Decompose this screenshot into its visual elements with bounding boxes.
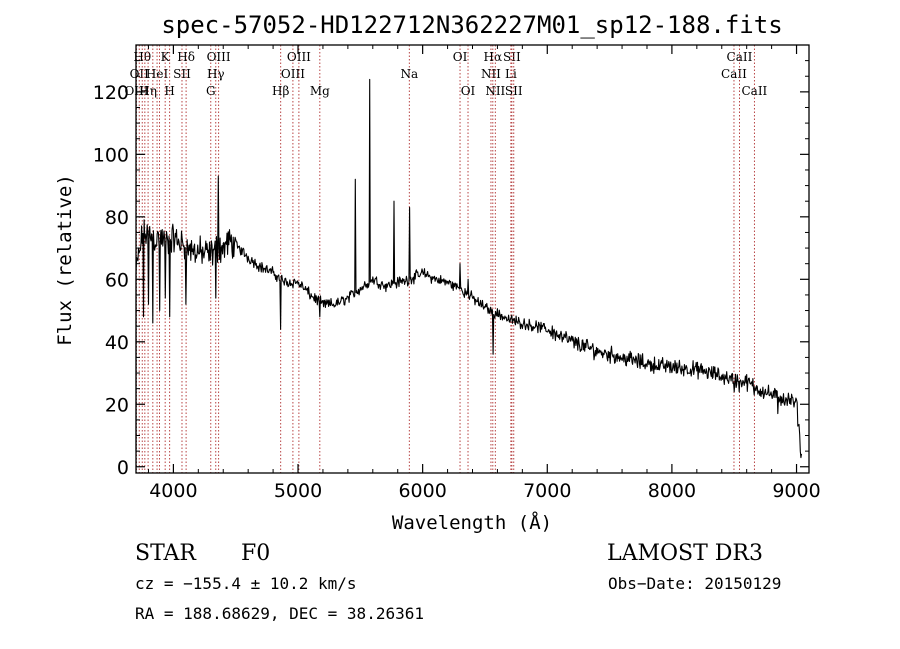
line-marker-label: CaII xyxy=(741,84,767,98)
line-marker-label: Hγ xyxy=(207,67,225,81)
y-tick-label: 100 xyxy=(93,144,129,166)
line-marker-label: OIII xyxy=(207,50,231,64)
object-subclass: F0 xyxy=(241,541,270,566)
line-marker-label: Na xyxy=(400,67,418,81)
line-marker-label: OIII xyxy=(281,67,305,81)
line-marker-label: Hα xyxy=(484,50,503,64)
line-marker-label: Hδ xyxy=(177,50,195,64)
x-tick-label: 7000 xyxy=(523,480,571,502)
axis-ticks: 4000 5000 6000 7000 8000 9000 0 20 40 60 80 100 120 xyxy=(93,45,821,502)
x-tick-label: 8000 xyxy=(648,480,696,502)
y-tick-label: 40 xyxy=(105,332,129,354)
line-marker-label: SII xyxy=(503,50,521,64)
line-marker-label: OIII xyxy=(287,50,311,64)
line-marker-label: Li xyxy=(505,67,517,81)
y-tick-label: 0 xyxy=(117,457,129,479)
x-axis-label: Wavelength (Å) xyxy=(392,511,552,534)
ra-dec: RA = 188.68629, DEC = 38.26361 xyxy=(135,604,424,623)
y-tick-label: 20 xyxy=(105,394,129,416)
line-marker-label: OI xyxy=(461,84,476,98)
line-marker-label: OII xyxy=(130,67,150,81)
chart-title: spec-57052-HD122712N362227M01_sp12-188.f… xyxy=(161,11,782,39)
y-axis-label: Flux (relative) xyxy=(54,174,76,346)
line-marker-label: CaII xyxy=(721,67,747,81)
x-tick-label: 5000 xyxy=(274,480,322,502)
line-marker-label: OI xyxy=(453,50,468,64)
line-marker-label: CaII xyxy=(727,50,753,64)
line-marker-label: H xyxy=(164,84,174,98)
line-marker-label: SII xyxy=(173,67,191,81)
line-marker-label: NII xyxy=(481,67,501,81)
x-tick-label: 6000 xyxy=(398,480,446,502)
line-marker-label: G xyxy=(206,84,216,98)
survey-name: LAMOST DR3 xyxy=(607,541,763,566)
observation-date: Obs−Date: 20150129 xyxy=(608,574,781,593)
y-tick-label: 80 xyxy=(105,207,129,229)
x-tick-label: 4000 xyxy=(149,480,197,502)
redshift-velocity: cz = −155.4 ± 10.2 km/s xyxy=(135,574,357,593)
line-marker-label: K xyxy=(161,50,171,64)
line-marker-label: Hβ xyxy=(272,84,289,98)
object-class: STAR xyxy=(135,541,197,566)
line-marker-label: Mg xyxy=(310,84,330,98)
line-marker-label: NII xyxy=(485,84,505,98)
line-marker-label: SII xyxy=(505,84,523,98)
plot-frame xyxy=(135,44,810,474)
y-tick-label: 60 xyxy=(105,269,129,291)
spectrum-line xyxy=(135,78,803,459)
y-tick-label: 120 xyxy=(93,82,129,104)
line-marker-label: HeI xyxy=(146,67,169,81)
x-tick-label: 9000 xyxy=(772,480,820,502)
line-marker-label: Hη xyxy=(139,84,157,98)
